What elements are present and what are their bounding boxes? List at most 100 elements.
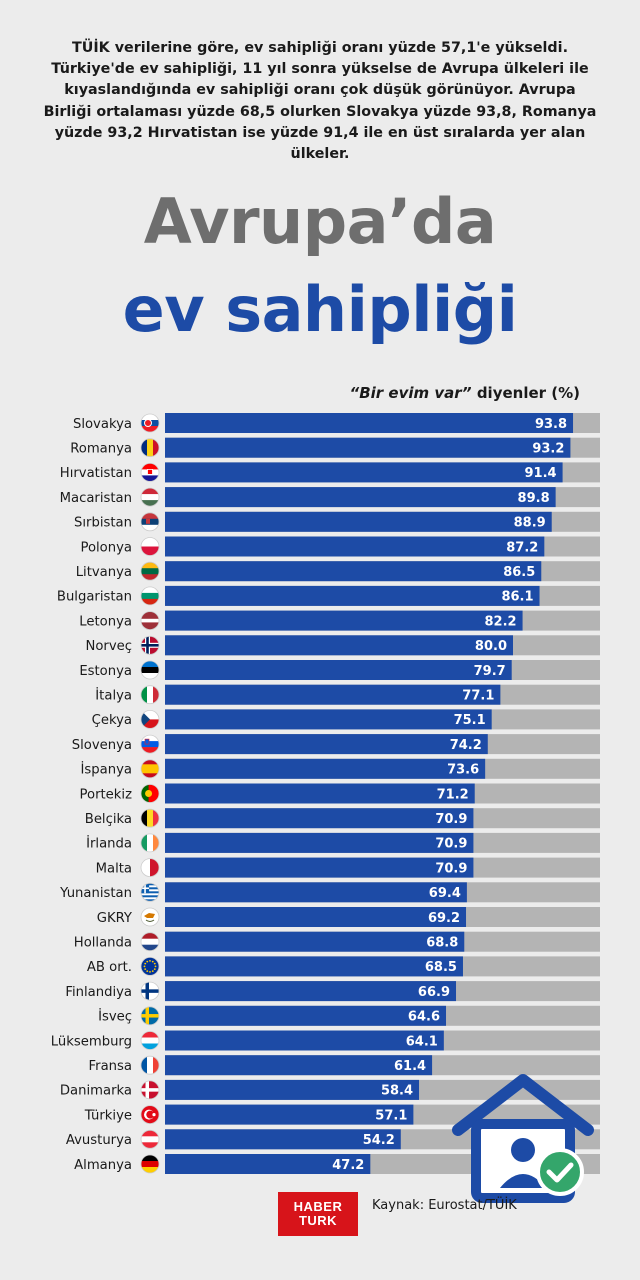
intro-text: TÜİK verilerine göre, ev sahipliği oranı… xyxy=(43,40,597,163)
italy-flag-icon xyxy=(140,685,160,705)
category-label: Belçika xyxy=(85,812,132,827)
bar xyxy=(165,1030,444,1051)
bar xyxy=(165,758,486,779)
category-label: Avusturya xyxy=(66,1133,132,1148)
bar xyxy=(165,1055,433,1076)
data-label: 73.6 xyxy=(447,763,479,778)
category-label: Almanya xyxy=(74,1158,132,1173)
category-label: Çekya xyxy=(92,713,132,728)
data-label: 93.2 xyxy=(532,442,564,457)
denmark-flag-icon xyxy=(140,1080,160,1100)
bar-row: 93.8 Slovakya xyxy=(73,413,600,433)
bar-row: 75.1 Çekya xyxy=(92,709,600,730)
bar xyxy=(165,1005,447,1026)
category-label: Litvanya xyxy=(76,565,132,580)
bar-row: 86.1 Bulgaristan xyxy=(57,585,600,606)
greece-flag-icon xyxy=(140,882,160,902)
bulgaria-flag-icon xyxy=(140,586,160,606)
data-label: 77.1 xyxy=(462,689,494,704)
category-label: AB ort. xyxy=(87,960,132,975)
title-line-2: ev sahipliği xyxy=(122,273,518,346)
bar-row: 79.7 Estonya xyxy=(79,660,600,680)
norway-flag-icon xyxy=(140,635,160,655)
data-label: 54.2 xyxy=(363,1133,395,1148)
data-label: 57.1 xyxy=(375,1108,407,1123)
estonia-flag-icon xyxy=(140,660,160,680)
czechia-flag-icon xyxy=(140,710,160,729)
bar xyxy=(165,462,563,483)
bar xyxy=(165,956,463,977)
data-label: 69.4 xyxy=(429,886,461,901)
category-label: Portekiz xyxy=(80,787,133,802)
unit-label-quote: “Bir evim var” xyxy=(349,384,472,402)
bar-row: 64.1 Lüksemburg xyxy=(51,1030,600,1051)
bar xyxy=(165,660,512,680)
bar-row: 70.9 İrlanda xyxy=(86,832,600,853)
data-label: 75.1 xyxy=(454,713,486,728)
category-label: Letonya xyxy=(79,614,132,629)
bar xyxy=(165,1129,401,1150)
category-label: Hollanda xyxy=(74,936,132,951)
category-label: Sırbistan xyxy=(74,516,132,531)
source-text: Kaynak: Eurostat/TÜİK xyxy=(372,1198,517,1213)
data-label: 66.9 xyxy=(418,985,450,1000)
bar xyxy=(165,561,542,582)
data-label: 80.0 xyxy=(475,639,507,654)
data-label: 70.9 xyxy=(435,861,467,876)
data-label: 69.2 xyxy=(428,911,460,926)
bar-row: 71.2 Portekiz xyxy=(80,783,600,804)
bar xyxy=(165,1079,420,1100)
lithuania-flag-icon xyxy=(140,561,160,581)
unit-label: “Bir evim var” diyenler (%) xyxy=(340,384,580,402)
luxembourg-flag-icon xyxy=(140,1031,160,1050)
data-label: 82.2 xyxy=(484,614,516,629)
data-label: 89.8 xyxy=(518,491,550,506)
poland-flag-icon xyxy=(140,537,160,556)
hungary-flag-icon xyxy=(140,487,160,507)
bar-row: 87.2 Polonya xyxy=(80,536,600,557)
bar xyxy=(165,931,465,952)
category-label: Malta xyxy=(96,861,132,876)
bar-row: 58.4 Danimarka xyxy=(60,1079,600,1100)
spain-flag-icon xyxy=(140,759,160,779)
bar-row: 68.8 Hollanda xyxy=(74,931,600,952)
cyprus-flag-icon xyxy=(140,907,160,927)
bar xyxy=(165,585,540,606)
data-label: 87.2 xyxy=(506,540,538,555)
house-check-icon xyxy=(452,1074,594,1203)
bar-row: 89.8 Macaristan xyxy=(60,487,600,508)
logo-line-2: TURK xyxy=(298,1213,338,1228)
bar xyxy=(165,1104,414,1125)
category-label: Romanya xyxy=(70,442,132,457)
bar xyxy=(165,808,474,829)
category-label: İsveç xyxy=(98,1007,132,1025)
data-label: 86.5 xyxy=(503,565,535,580)
bar xyxy=(165,610,523,631)
sweden-flag-icon xyxy=(140,1006,160,1026)
bar-row: 70.9 Malta xyxy=(96,857,600,878)
bar xyxy=(165,882,467,903)
bar-row: 93.2 Romanya xyxy=(70,437,600,458)
category-label: Estonya xyxy=(79,664,132,679)
croatia-flag-icon xyxy=(140,462,160,482)
bar xyxy=(165,832,474,853)
serbia-flag-icon xyxy=(140,512,160,532)
romania-flag-icon xyxy=(140,438,160,458)
slovenia-flag-icon xyxy=(140,734,160,754)
category-label: Macaristan xyxy=(60,491,132,506)
bar-row: 61.4 Fransa xyxy=(89,1055,600,1076)
category-label: Danimarka xyxy=(60,1084,132,1099)
ireland-flag-icon xyxy=(140,833,160,853)
data-label: 74.2 xyxy=(450,738,482,753)
bar xyxy=(165,684,501,705)
title-line-1: Avrupa’da xyxy=(143,185,497,258)
data-label: 64.6 xyxy=(408,1010,440,1025)
bar xyxy=(165,907,467,927)
bar-row: 88.9 Sırbistan xyxy=(74,511,600,532)
data-label: 70.9 xyxy=(435,812,467,827)
category-label: İtalya xyxy=(95,686,132,704)
bar-row: 73.6 İspanya xyxy=(81,758,600,779)
data-label: 68.5 xyxy=(425,960,457,975)
data-label: 61.4 xyxy=(394,1059,426,1074)
